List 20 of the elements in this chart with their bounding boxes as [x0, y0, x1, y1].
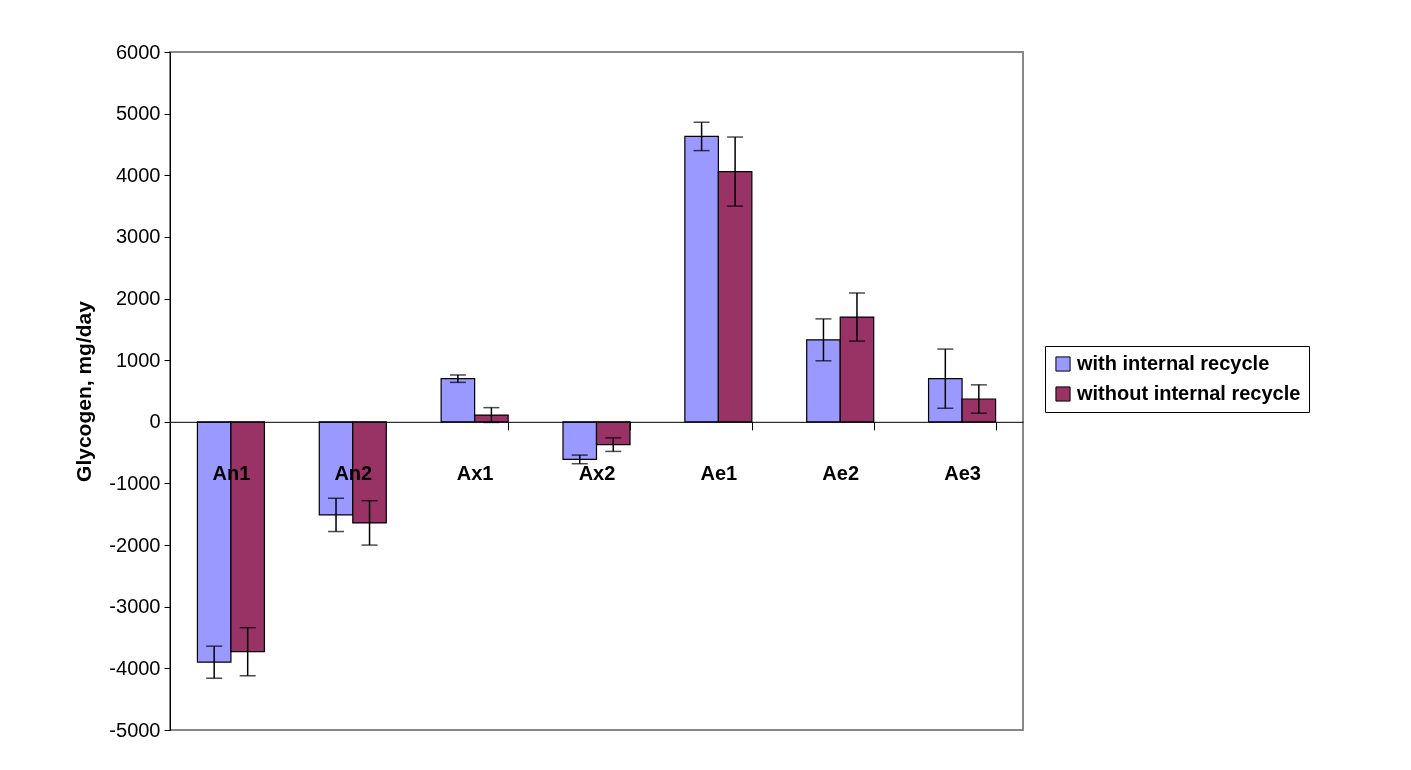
x-tick-label: Ae2: [822, 462, 860, 485]
y-tick-label: 5000: [116, 102, 161, 125]
y-tick-label: -2000: [109, 533, 161, 556]
y-tick-label: 3000: [116, 225, 161, 248]
legend-label: with internal recycle: [1076, 352, 1270, 374]
y-tick-label: -5000: [109, 718, 161, 741]
x-tick-label: Ae1: [700, 462, 738, 485]
y-tick-label: 4000: [116, 163, 161, 186]
y-tick-label: 2000: [116, 287, 161, 310]
legend-label: without internal recycle: [1076, 382, 1301, 404]
y-tick-label: 0: [149, 410, 161, 433]
y-tick-label: 1000: [116, 348, 161, 371]
y-tick-label: -3000: [109, 595, 161, 618]
y-axis-title: Glycogen, mg/day: [72, 300, 96, 482]
x-tick-label: Ae3: [944, 462, 981, 485]
x-tick-label: Ax1: [456, 462, 494, 485]
y-tick-label: -4000: [109, 656, 161, 679]
y-tick-label: -1000: [109, 471, 161, 494]
y-tick-label: 6000: [116, 40, 161, 63]
x-tick-label: Ax2: [578, 462, 616, 485]
